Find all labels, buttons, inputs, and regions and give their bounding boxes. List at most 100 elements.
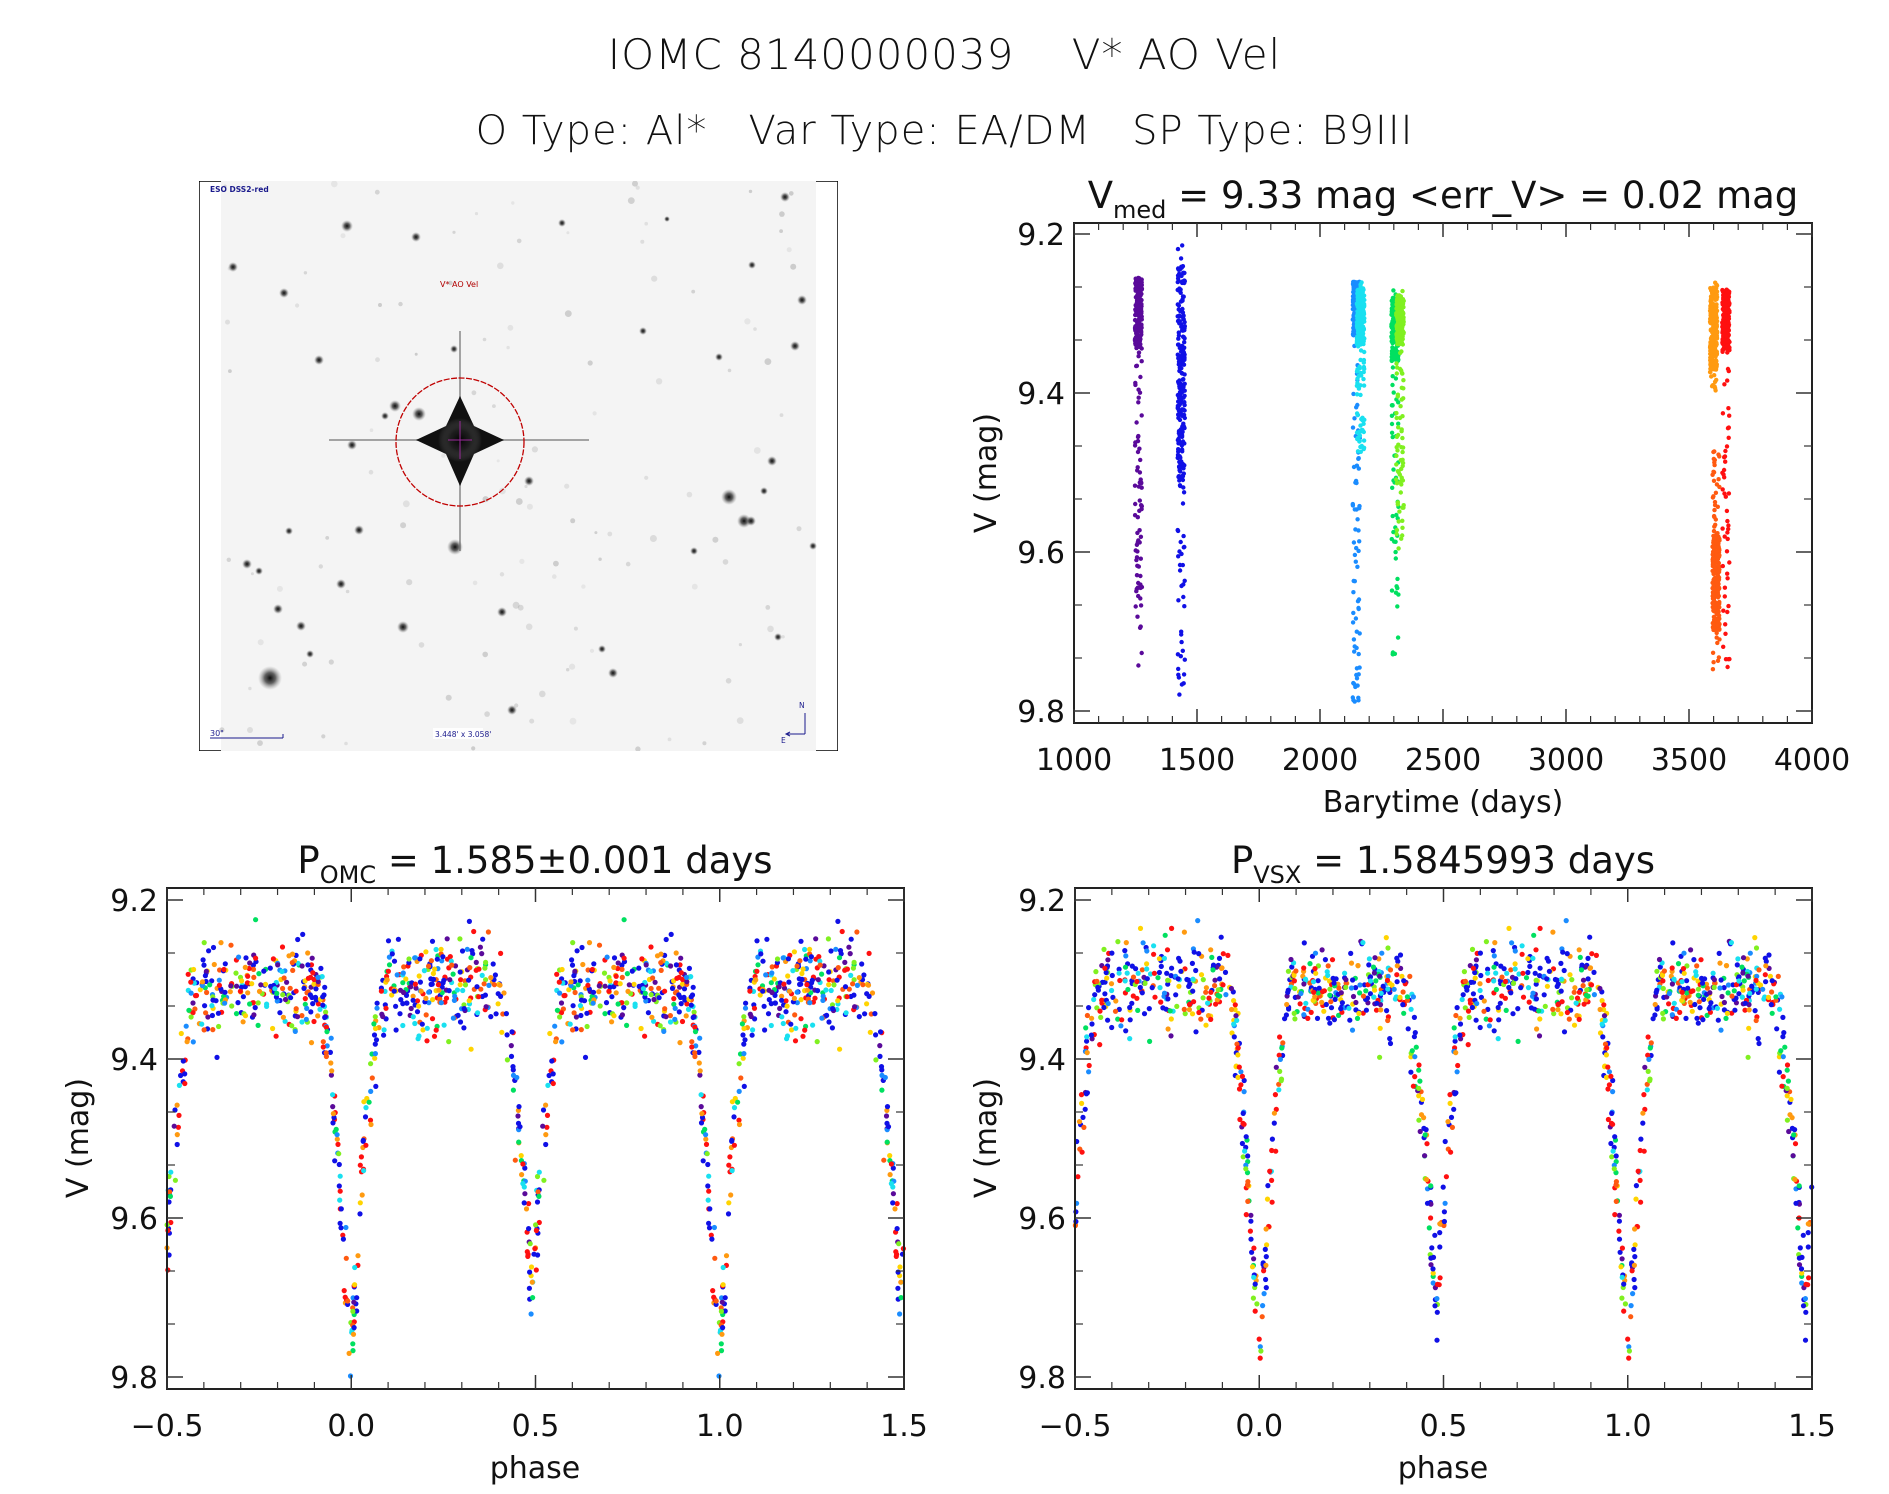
phase-vsx-data-point — [1486, 1023, 1492, 1029]
phase-omc-data-point — [322, 984, 328, 990]
sky-faint-star — [227, 267, 231, 271]
phase-omc-data-point — [888, 1161, 895, 1167]
phase-vsx-data-point — [1715, 1017, 1721, 1023]
lightcurve-data-point — [1717, 567, 1722, 572]
phase-omc-data-point — [488, 975, 494, 981]
sky-faint-star — [514, 703, 519, 708]
phase-omc-data-point — [416, 973, 422, 979]
phase-omc-xtick-label: 0.5 — [512, 1409, 560, 1444]
sky-faint-star — [250, 572, 254, 576]
lightcurve-data-point — [1721, 467, 1727, 473]
lightcurve-data-point — [1721, 644, 1726, 649]
lightcurve-data-point — [1394, 512, 1399, 518]
sky-faint-star — [781, 635, 785, 639]
lightcurve-data-point — [1389, 421, 1395, 427]
sky-star — [767, 456, 777, 466]
phase-omc-data-point — [426, 989, 432, 995]
phase-omc-data-point — [300, 931, 306, 938]
lightcurve-data-point — [1352, 552, 1358, 558]
phase-vsx-data-point — [1331, 1017, 1337, 1023]
lightcurve-data-point — [1138, 457, 1143, 463]
lightcurve-data-point — [1179, 639, 1184, 645]
phase-vsx-data-point — [1248, 1236, 1254, 1242]
lightcurve-data-point — [1400, 463, 1405, 469]
phase-omc-data-point — [669, 985, 676, 992]
phase-vsx-data-point — [1691, 957, 1697, 963]
phase-omc-data-point — [877, 1043, 883, 1049]
lightcurve-data-point — [1710, 301, 1715, 306]
phase-vsx-data-point — [1173, 992, 1179, 998]
lightcurve-data-point — [1711, 330, 1716, 336]
phase-vsx-data-point — [1803, 1309, 1809, 1315]
phase-omc-data-point — [546, 1072, 552, 1079]
phase-omc-data-point — [245, 973, 251, 979]
phase-omc-data-point — [611, 955, 618, 961]
phase-omc-data-point — [650, 975, 656, 981]
phase-omc-data-point — [631, 981, 637, 987]
phase-omc-data-point — [807, 958, 813, 964]
phase-omc-data-point — [183, 1023, 189, 1029]
lightcurve-data-point — [1355, 368, 1360, 373]
sky-faint-star — [507, 324, 514, 331]
phase-vsx-data-point — [1532, 970, 1538, 976]
phase-omc-data-point — [786, 979, 792, 985]
phase-omc-data-point — [455, 1012, 461, 1019]
phase-vsx-data-point — [1577, 954, 1583, 961]
phase-omc-data-point — [741, 1041, 747, 1047]
phase-omc-data-point — [678, 955, 684, 961]
phase-vsx-data-point — [1357, 990, 1363, 996]
phase-vsx-data-point — [1353, 985, 1359, 991]
lightcurve-data-point — [1714, 282, 1719, 287]
phase-omc-data-point — [685, 1006, 692, 1013]
phase-omc-data-point — [578, 997, 585, 1003]
lightcurve-data-point — [1709, 290, 1715, 296]
phase-omc-data-point — [406, 960, 412, 966]
phase-omc-data-point — [895, 1285, 901, 1291]
sky-faint-star — [345, 589, 350, 594]
lightcurve-data-point — [1724, 307, 1730, 312]
phase-vsx-data-point — [1419, 1096, 1426, 1102]
lightcurve-data-point — [1400, 457, 1405, 462]
phase-omc-data-point — [711, 1224, 718, 1231]
phase-omc-data-point — [381, 1032, 387, 1038]
phase-omc-data-point — [478, 986, 484, 992]
lightcurve-data-point — [1181, 490, 1187, 495]
phase-omc-data-point — [233, 1011, 240, 1017]
phase-omc-data-point — [578, 1012, 584, 1019]
lightcurve-data-point — [1176, 412, 1181, 418]
lightcurve-data-point — [1138, 374, 1143, 380]
lightcurve-data-point — [1182, 393, 1187, 398]
lightcurve-data-point — [1138, 283, 1143, 288]
phase-omc-data-point — [872, 1011, 878, 1017]
phase-omc-data-point — [860, 982, 866, 988]
phase-omc-data-point — [400, 1001, 406, 1007]
phase-omc-data-point — [526, 1285, 533, 1291]
phase-omc-data-point — [672, 1005, 678, 1012]
lightcurve-data-point — [1710, 620, 1716, 626]
lightcurve-data-point — [1726, 435, 1731, 440]
phase-vsx-data-point — [1499, 974, 1505, 980]
phase-vsx-data-point — [1478, 972, 1484, 979]
phase-omc-data-point — [305, 950, 311, 956]
phase-vsx-data-point — [1483, 939, 1489, 945]
lightcurve-data-point — [1133, 382, 1138, 388]
phase-vsx-data-point — [1348, 960, 1355, 966]
phase-omc-data-point — [894, 1201, 900, 1207]
phase-omc-data-point — [457, 982, 463, 988]
phase-omc-data-point — [807, 946, 813, 952]
phase-omc-data-point — [788, 1021, 794, 1027]
phase-vsx-data-point — [1739, 964, 1745, 970]
lightcurve-data-point — [1725, 344, 1730, 350]
lightcurve-data-point — [1726, 523, 1731, 528]
phase-omc-data-point — [492, 972, 498, 978]
phase-vsx-data-point — [1561, 967, 1567, 974]
phase-vsx-data-point — [1234, 1017, 1240, 1024]
lightcurve-data-point — [1712, 309, 1718, 315]
sky-faint-star — [566, 668, 570, 672]
lightcurve-data-point — [1135, 515, 1141, 520]
lightcurve-data-point — [1724, 549, 1730, 554]
phase-omc-data-point — [873, 1057, 879, 1063]
phase-omc-data-point — [320, 1044, 326, 1050]
lightcurve-data-point — [1180, 439, 1186, 444]
lightcurve-data-point — [1355, 337, 1360, 342]
